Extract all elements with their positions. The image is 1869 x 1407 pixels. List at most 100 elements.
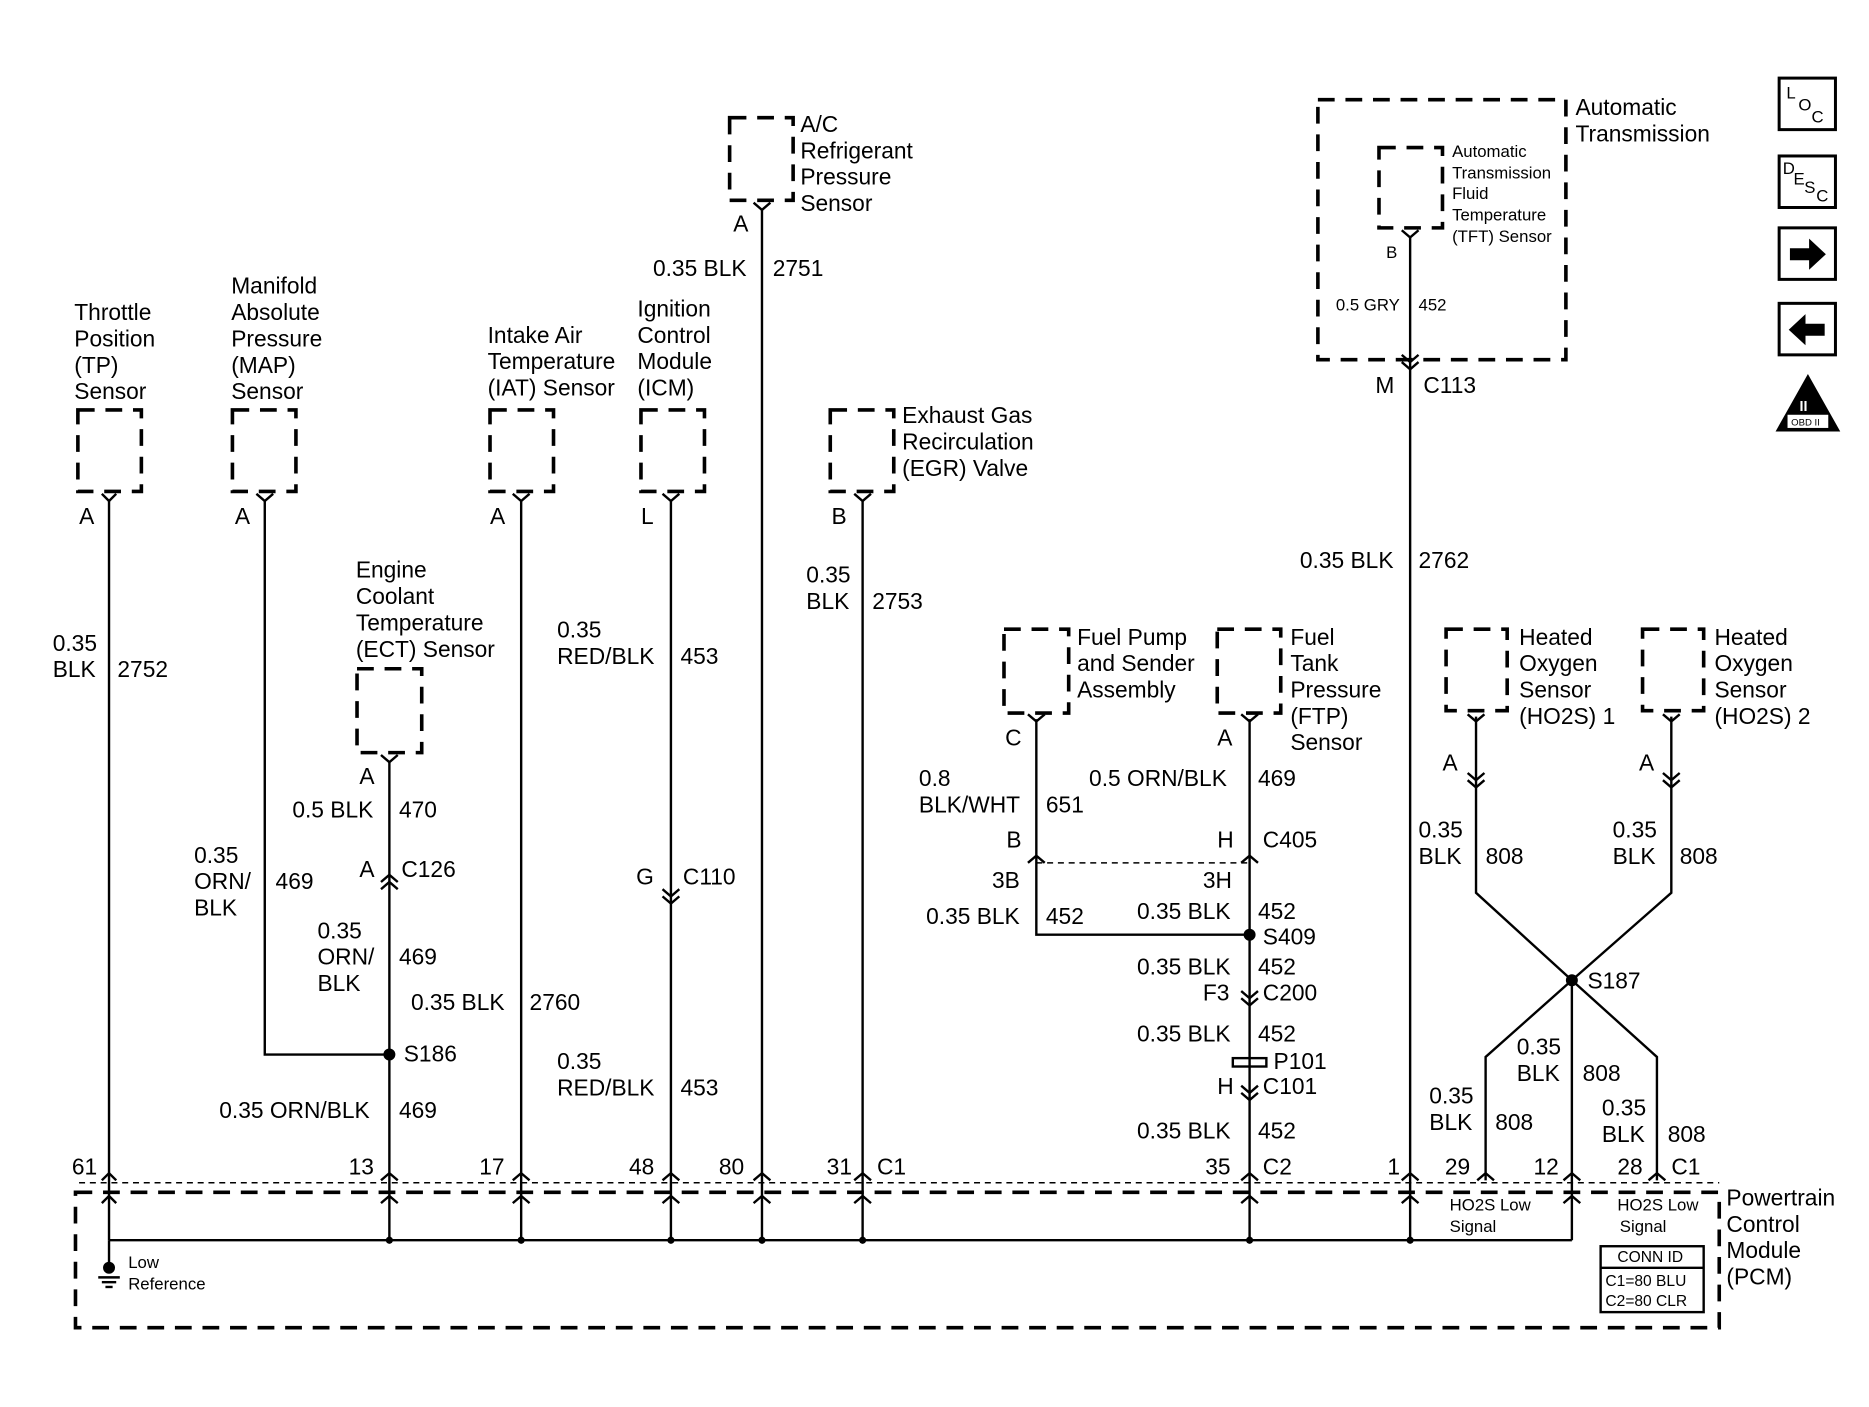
ground-icon [98, 1276, 120, 1289]
label-l-w1: 0.35 [1429, 1083, 1473, 1109]
icm-box[interactable] [639, 408, 707, 494]
location-button[interactable]: L O C [1777, 76, 1837, 132]
label-c126-pin: A [359, 856, 375, 882]
tp-label: Throttle [74, 299, 151, 325]
ac-label: Sensor [800, 190, 873, 216]
label-iat-pin: A [490, 503, 506, 529]
transmission-label: Automatic [1575, 94, 1676, 120]
label-ho2s-low2a: HO2S Low [1617, 1195, 1699, 1214]
ho2s2-label: Sensor [1714, 677, 1787, 703]
icm-label: Module [637, 348, 712, 374]
label-ftp-c3: 452 [1258, 953, 1296, 979]
label-fp-w1: 0.8 [919, 765, 951, 791]
label-ac-c: 2751 [773, 255, 824, 281]
map-label: (MAP) [231, 352, 295, 378]
transmission-label: Transmission [1575, 121, 1709, 147]
label-tft-c: 452 [1419, 296, 1447, 315]
label-fp-b: B [1006, 826, 1021, 852]
label-ect-pin: A [359, 763, 375, 789]
label-ftp-p: 35 [1205, 1153, 1230, 1179]
pcm-label: Control [1726, 1211, 1799, 1237]
desc-icon: C [1816, 187, 1828, 206]
ftp-label: (FTP) [1290, 703, 1348, 729]
egr-label: Recirculation [902, 429, 1034, 455]
ho2s2-label: Heated [1714, 624, 1787, 650]
pcm-label: Powertrain [1726, 1184, 1835, 1210]
description-button[interactable]: D E S C [1777, 154, 1837, 209]
tp-label: Sensor [74, 378, 147, 404]
ect-label: Coolant [356, 583, 435, 609]
pcm-label: Module [1726, 1237, 1801, 1263]
tft-label: Fluid [1452, 184, 1488, 203]
label-ac-w: 0.35 BLK [653, 255, 747, 281]
desc-icon: D [1783, 159, 1795, 178]
label-tft-w2: 0.35 BLK [1300, 547, 1394, 573]
ac-sensor-box[interactable] [727, 115, 795, 203]
iat-label: Intake Air [488, 322, 583, 348]
label-m-w2: BLK [1517, 1060, 1560, 1086]
label-p101: P101 [1274, 1048, 1327, 1074]
next-button[interactable] [1777, 226, 1837, 281]
transmission-box[interactable] [1316, 97, 1568, 362]
s186-splice [383, 1048, 396, 1061]
ftp-label: Sensor [1290, 729, 1363, 755]
tft-label: (TFT) Sensor [1452, 227, 1552, 246]
label-ftp-w5: 0.35 BLK [1137, 1117, 1231, 1143]
tft-label: Automatic [1452, 142, 1527, 161]
ho2s2-box[interactable] [1640, 627, 1706, 713]
label-c110: C110 [683, 863, 736, 889]
label-r-w2: BLK [1602, 1121, 1645, 1147]
ect-label: (ECT) Sensor [356, 636, 495, 662]
label-ftp-w4: 0.35 BLK [1137, 1020, 1231, 1046]
ect-label: Engine [356, 557, 427, 583]
conn-id-c1: C1=80 BLU [1605, 1273, 1686, 1290]
iat-sensor-box[interactable] [488, 408, 556, 494]
label-tp-w2: BLK [53, 656, 96, 682]
ect-sensor-box[interactable] [355, 666, 424, 755]
label-fp-w2: BLK/WHT [919, 792, 1020, 818]
s409-splice [1243, 928, 1256, 941]
tft-sensor-box[interactable] [1377, 145, 1445, 230]
label-ftp-c5: 452 [1258, 1117, 1296, 1143]
label-egr-p: 31 [827, 1153, 852, 1179]
label-c1: C1 [877, 1153, 906, 1179]
component-boxes [73, 97, 1722, 1330]
tp-sensor-box[interactable] [76, 408, 144, 494]
label-low-ref2: Reference [128, 1274, 205, 1293]
obd-icon: II [1800, 399, 1808, 415]
label-s186: S186 [404, 1041, 457, 1067]
label-c101-pin: H [1217, 1073, 1233, 1099]
label-egr-c: 2753 [872, 588, 923, 614]
fuel-pump-box[interactable] [1002, 627, 1071, 715]
label-c405: C405 [1263, 826, 1317, 852]
label-l-w2: BLK [1429, 1109, 1472, 1135]
label-iat-w: 0.35 BLK [411, 989, 505, 1015]
previous-button[interactable] [1777, 301, 1837, 357]
label-ho2s-low1b: Signal [1450, 1217, 1497, 1236]
fuel-pump-label: and Sender [1077, 650, 1195, 676]
obd-ii-button[interactable]: II OBD II [1775, 374, 1841, 432]
label-map-w2: ORN/ [194, 868, 252, 894]
ac-label: Refrigerant [800, 137, 913, 163]
ftp-sensor-box[interactable] [1215, 627, 1283, 715]
fuel-pump-label: Fuel Pump [1077, 624, 1187, 650]
tp-label: Position [74, 325, 155, 351]
map-sensor-box[interactable] [230, 408, 298, 494]
label-low-ref1: Low [128, 1253, 160, 1272]
label-icm-w3: 0.35 [557, 1048, 601, 1074]
map-label: Pressure [231, 325, 322, 351]
desc-icon: E [1794, 170, 1805, 189]
label-c2: C2 [1263, 1153, 1292, 1179]
label-tft-w: 0.5 GRY [1336, 296, 1400, 315]
loc-icon: C [1811, 107, 1823, 126]
egr-valve-box[interactable] [828, 408, 896, 494]
label-ftp-c: 469 [1258, 765, 1296, 791]
map-label: Absolute [231, 299, 320, 325]
ho2s1-box[interactable] [1444, 627, 1509, 713]
label-c200-pin: F3 [1203, 980, 1230, 1006]
pcm-box[interactable] [73, 1190, 1722, 1330]
label-p29: 29 [1445, 1153, 1470, 1179]
icm-label: (ICM) [637, 375, 694, 401]
ac-label: Pressure [800, 164, 891, 190]
label-s187: S187 [1587, 968, 1640, 994]
